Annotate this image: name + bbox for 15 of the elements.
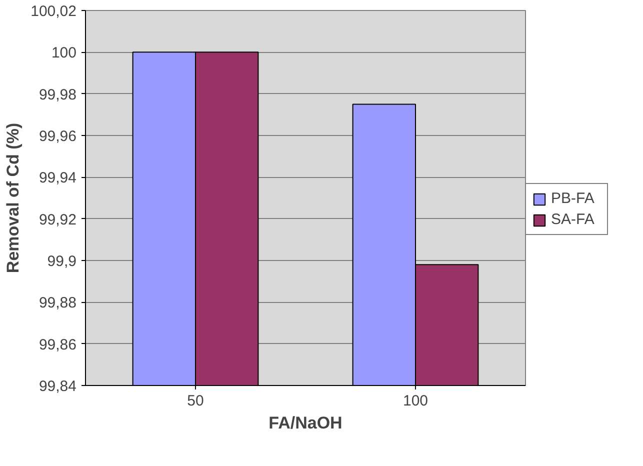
y-tick-label: 99,92 [38, 211, 77, 228]
y-tick-label: 99,94 [38, 170, 77, 187]
legend-label: SA-FA [551, 211, 596, 228]
y-tick-label: 99,98 [38, 86, 77, 104]
y-axis-title: Removal of Cd (%) [4, 122, 23, 274]
y-tick-label: 99,96 [38, 128, 77, 145]
y-tick-label: 99,84 [38, 378, 77, 395]
y-tick-label: 99,86 [38, 336, 77, 354]
x-axis-title: FA/NaOH [268, 414, 342, 432]
y-tick-label: 99,88 [38, 294, 77, 312]
y-tick-label: 99,9 [47, 253, 77, 270]
y-tick-label: 100 [51, 44, 77, 62]
legend-label: PB-FA [551, 190, 596, 207]
y-tick-label: 100,02 [30, 3, 77, 20]
x-tick-label: 50 [187, 392, 204, 410]
